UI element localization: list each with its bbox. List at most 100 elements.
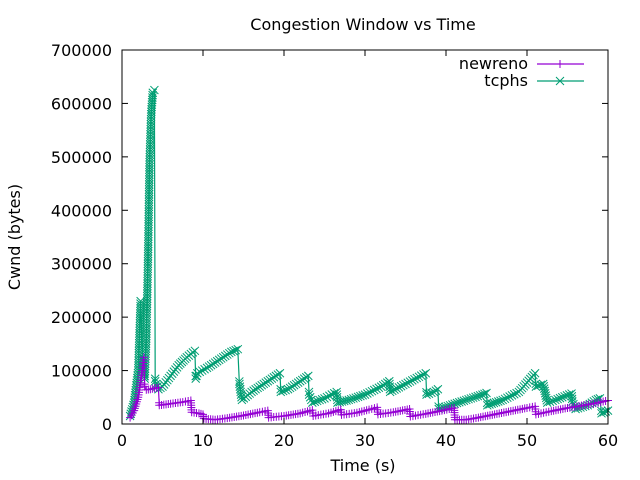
- data-point: [396, 381, 406, 391]
- y-axis-label: Cwnd (bytes): [5, 184, 24, 290]
- data-point: [555, 76, 565, 86]
- data-point: [461, 395, 471, 405]
- data-point: [236, 390, 246, 399]
- data-point: [509, 389, 519, 399]
- data-point: [194, 409, 203, 418]
- data-point: [233, 344, 243, 354]
- data-point: [303, 371, 313, 381]
- data-point: [231, 345, 241, 355]
- data-point: [148, 384, 157, 393]
- data-point: [464, 394, 473, 404]
- data-point: [410, 374, 419, 384]
- data-point: [427, 388, 436, 398]
- data-point: [150, 376, 160, 386]
- x-tick-label: 0: [117, 431, 127, 450]
- data-point: [405, 377, 415, 386]
- data-point: [191, 374, 201, 383]
- data-point: [304, 390, 314, 399]
- data-point: [548, 396, 558, 406]
- data-point: [385, 387, 395, 397]
- data-point: [403, 378, 413, 388]
- data-point: [192, 368, 202, 378]
- data-point: [401, 379, 410, 389]
- legend-label-newreno: newreno: [459, 54, 528, 73]
- data-point: [468, 393, 478, 403]
- data-point: [365, 387, 374, 397]
- x-axis-label: Time (s): [329, 456, 395, 475]
- data-point: [597, 408, 606, 418]
- data-point: [416, 371, 426, 380]
- y-tick-label: 0: [102, 415, 112, 434]
- data-point: [471, 392, 480, 402]
- data-point: [433, 384, 443, 394]
- data-point: [545, 397, 555, 407]
- x-tick-label: 10: [193, 431, 213, 450]
- data-point: [367, 386, 377, 396]
- data-point: [394, 383, 404, 392]
- data-point: [531, 382, 541, 391]
- data-point: [414, 372, 424, 382]
- data-point: [281, 385, 290, 395]
- y-tick-label: 700000: [51, 41, 112, 60]
- data-point: [312, 396, 322, 406]
- y-tick-label: 300000: [51, 255, 112, 274]
- data-point: [195, 367, 205, 377]
- data-point: [482, 388, 491, 398]
- data-point: [421, 368, 431, 378]
- data-point: [599, 408, 609, 417]
- x-tick-label: 60: [598, 431, 618, 450]
- data-point: [307, 398, 317, 407]
- data-point: [459, 396, 469, 406]
- data-point: [351, 393, 361, 403]
- data-point: [136, 299, 145, 308]
- data-point: [136, 296, 145, 306]
- chart-title: Congestion Window vs Time: [250, 15, 475, 34]
- data-point: [466, 394, 476, 403]
- data-point: [154, 383, 163, 392]
- data-point: [344, 395, 354, 405]
- data-point: [197, 366, 207, 375]
- data-point: [360, 390, 370, 399]
- data-point: [412, 373, 422, 383]
- data-point: [567, 394, 577, 404]
- x-tick-label: 40: [436, 431, 456, 450]
- data-point: [150, 85, 159, 95]
- data-point: [407, 376, 417, 385]
- data-point: [372, 384, 381, 394]
- data-point: [278, 386, 288, 396]
- data-point: [398, 380, 408, 390]
- data-point: [601, 407, 611, 416]
- data-point: [454, 397, 464, 407]
- data-point: [502, 393, 512, 403]
- x-tick-label: 20: [274, 431, 294, 450]
- data-point: [422, 390, 431, 399]
- y-tick-label: 200000: [51, 308, 112, 327]
- data-point: [564, 390, 574, 399]
- axis-ticks: 0 10 20 30 40 50 60 0 100000 200000 300000 400000 50…: [51, 41, 618, 450]
- data-point: [530, 368, 540, 378]
- legend-label-tcphs: tcphs: [484, 71, 528, 90]
- data-point: [235, 382, 245, 391]
- data-point: [473, 391, 483, 401]
- data-point: [555, 393, 565, 403]
- data-point: [146, 385, 155, 394]
- data-point: [498, 395, 508, 405]
- data-point: [387, 386, 397, 396]
- data-point: [226, 347, 236, 357]
- y-tick-label: 400000: [51, 201, 112, 220]
- data-point: [374, 383, 384, 393]
- data-point: [507, 391, 517, 400]
- data-point: [392, 384, 402, 393]
- data-point: [560, 391, 569, 401]
- series-newreno: [126, 353, 612, 424]
- data-point: [229, 346, 238, 356]
- data-point: [322, 392, 332, 402]
- data-point: [358, 391, 368, 400]
- plot-series: [125, 85, 613, 424]
- data-point: [200, 364, 209, 374]
- data-point: [317, 394, 327, 404]
- data-point: [556, 60, 564, 68]
- data-point: [553, 394, 563, 404]
